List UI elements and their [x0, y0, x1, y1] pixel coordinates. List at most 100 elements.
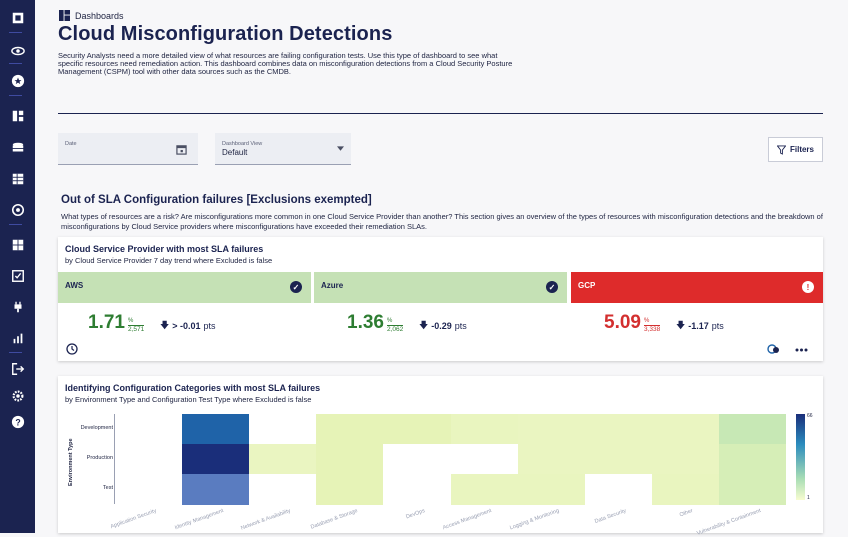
dashboard-view-value[interactable]: Default — [222, 148, 248, 157]
heatmap-cell[interactable] — [316, 414, 384, 445]
analytics-icon[interactable] — [9, 329, 26, 346]
heatmap-cell[interactable] — [584, 474, 653, 505]
delta-value: -0.29 — [431, 321, 452, 331]
heatmap-cell[interactable] — [383, 474, 451, 505]
heatmap-cell[interactable] — [651, 444, 720, 475]
heatmap-cell[interactable] — [115, 444, 183, 475]
gcp-metric: 5.09 % 3,338 — [604, 313, 661, 333]
azure-delta: 🡇 -0.29 pts — [419, 318, 467, 334]
azure-metric: 1.36 % 2,062 — [347, 313, 404, 333]
heatmap-cell[interactable] — [450, 414, 519, 445]
calendar-icon[interactable] — [176, 144, 187, 155]
logout-icon[interactable] — [9, 360, 26, 377]
heatmap-cell[interactable] — [450, 474, 519, 505]
x-tick-label: Data Security — [593, 508, 628, 525]
metric-unit: % — [127, 318, 134, 324]
csp-sla-failures-card: Cloud Service Provider with most SLA fai… — [58, 237, 823, 361]
heatmap-cell[interactable] — [316, 444, 384, 475]
delta-unit: pts — [454, 321, 467, 331]
heatmap-cell[interactable] — [718, 444, 787, 475]
heatmap-cell[interactable] — [718, 414, 787, 445]
y-tick-label: Production — [86, 455, 113, 461]
x-tick-label: Application Security — [109, 508, 158, 531]
plug-icon[interactable] — [9, 298, 26, 315]
table-icon[interactable] — [9, 170, 26, 187]
metric-denominator: 3,338 — [643, 325, 661, 333]
heatmap-cell[interactable] — [651, 414, 720, 445]
alert-circle-icon: ! — [802, 281, 814, 293]
heatmap-cell[interactable] — [249, 444, 317, 475]
heatmap-cell[interactable] — [115, 474, 183, 505]
sidebar-divider — [9, 224, 22, 225]
heatmap-cell[interactable] — [517, 414, 586, 445]
x-tick-label: Vulnerability & Containment — [695, 508, 762, 537]
checklist-icon[interactable] — [9, 267, 26, 284]
page-title: Cloud Misconfiguration Detections — [58, 23, 393, 45]
heatmap-cell[interactable] — [249, 474, 317, 505]
x-tick-label: Other — [679, 508, 695, 519]
sidebar-divider — [9, 32, 22, 33]
tile-name: AWS — [65, 281, 84, 290]
sidebar-divider — [9, 63, 22, 64]
help-icon[interactable]: ? — [9, 413, 26, 430]
aws-metric: 1.71 % 2,571 — [88, 313, 145, 333]
config-categories-heatmap-card: Identifying Configuration Categories wit… — [58, 376, 823, 537]
clock-icon[interactable] — [66, 343, 78, 355]
check-circle-icon: ✓ — [290, 281, 302, 293]
x-tick-label: Logging & Monitoring — [509, 508, 560, 532]
heatmap-cell[interactable] — [651, 474, 720, 505]
heatmap-cell[interactable] — [316, 474, 384, 505]
sidebar-nav: ? — [0, 0, 35, 533]
heatmap-cell[interactable] — [383, 444, 451, 475]
database-icon[interactable] — [9, 139, 26, 156]
dashboard-view-select[interactable]: Dashboard View Default — [215, 133, 351, 165]
breadcrumb[interactable]: Dashboards — [59, 10, 124, 21]
target-icon[interactable] — [9, 201, 26, 218]
date-field[interactable]: Date — [58, 133, 198, 165]
tile-name: Azure — [321, 281, 344, 290]
dashboard-icon[interactable] — [9, 107, 26, 124]
metric-unit: % — [643, 318, 650, 324]
filters-button[interactable]: Filters — [768, 137, 823, 162]
delta-unit: pts — [711, 321, 724, 331]
heatmap-cell[interactable] — [182, 414, 250, 445]
dashboard-view-label: Dashboard View — [222, 141, 263, 147]
card-title: Identifying Configuration Categories wit… — [65, 383, 321, 393]
eye-icon[interactable] — [9, 42, 26, 59]
star-badge-icon[interactable] — [9, 72, 26, 89]
heatmap-cell[interactable] — [182, 444, 250, 475]
card-subtitle: by Environment Type and Configuration Te… — [65, 395, 312, 404]
heatmap-cell[interactable] — [383, 414, 451, 445]
x-tick-label: Identity Management — [174, 508, 225, 532]
card-title: Cloud Service Provider with most SLA fai… — [65, 244, 264, 254]
more-options-icon[interactable] — [795, 348, 808, 352]
breadcrumb-label[interactable]: Dashboards — [75, 10, 124, 21]
gcp-tile-header[interactable]: GCP ! — [571, 272, 823, 303]
heatmap-cell[interactable] — [584, 414, 653, 445]
chevron-down-icon[interactable] — [337, 146, 344, 151]
heatmap-cell[interactable] — [115, 414, 183, 445]
section-title: Out of SLA Configuration failures [Exclu… — [61, 194, 372, 206]
heatmap-cell[interactable] — [584, 444, 653, 475]
aws-delta: 🡇 > -0.01 pts — [160, 318, 216, 334]
metric-denominator: 2,062 — [386, 325, 404, 333]
x-tick-label: Database & Storage — [310, 508, 359, 531]
app-logo-icon[interactable] — [9, 9, 26, 26]
heatmap-cell[interactable] — [182, 474, 250, 505]
heatmap-cell[interactable] — [450, 444, 519, 475]
heatmap-cell[interactable] — [249, 414, 317, 445]
legend-max: 66 — [807, 413, 813, 419]
y-tick-label: Test — [102, 485, 113, 491]
share-icon[interactable] — [767, 343, 780, 355]
x-tick-label: Network & Availability — [240, 508, 292, 532]
heatmap-cell[interactable] — [517, 474, 586, 505]
heatmap-cell[interactable] — [718, 474, 787, 505]
settings-gear-icon[interactable] — [9, 387, 26, 404]
aws-tile-header[interactable]: AWS ✓ — [58, 272, 311, 303]
heatmap-cell[interactable] — [517, 444, 586, 475]
page-description: Security Analysts need a more detailed v… — [58, 51, 513, 77]
header-divider — [58, 113, 823, 114]
metric-denominator: 2,571 — [127, 325, 145, 333]
grid-icon[interactable] — [9, 236, 26, 253]
azure-tile-header[interactable]: Azure ✓ — [314, 272, 567, 303]
